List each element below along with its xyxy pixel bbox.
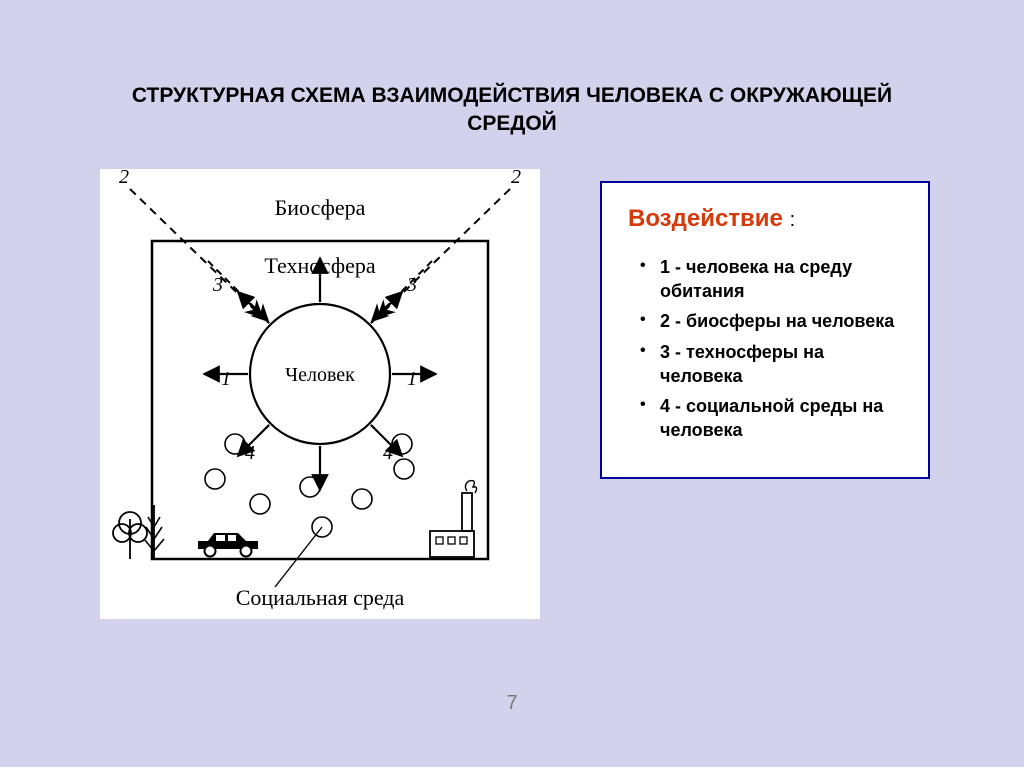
- svg-text:3: 3: [406, 274, 417, 296]
- page-title: СТРУКТУРНАЯ СХЕМА ВЗАИМОДЕЙСТВИЯ ЧЕЛОВЕК…: [0, 0, 1024, 139]
- legend-panel: Воздействие : 1 - человека на среду обит…: [600, 181, 930, 479]
- legend-title: Воздействие :: [628, 205, 902, 233]
- svg-text:1: 1: [407, 368, 417, 390]
- legend-title-text: Воздействие: [628, 205, 783, 232]
- legend-item: 3 - техносферы на человека: [646, 340, 902, 389]
- svg-text:Человек: Человек: [285, 364, 355, 386]
- legend-item: 1 - человека на среду обитания: [646, 255, 902, 304]
- svg-text:3: 3: [212, 274, 223, 296]
- svg-text:Биосфера: Биосфера: [275, 195, 366, 220]
- page-number: 7: [0, 692, 1024, 715]
- legend-item: 4 - социальной среды на человека: [646, 394, 902, 443]
- svg-text:2: 2: [119, 169, 129, 188]
- svg-text:Социальная среда: Социальная среда: [236, 585, 405, 610]
- svg-text:2: 2: [511, 169, 521, 188]
- svg-text:4: 4: [245, 442, 255, 464]
- content-row: БиосфераТехносфераСоциальная средаЧелове…: [0, 139, 1024, 619]
- legend-colon: :: [790, 209, 796, 231]
- svg-text:1: 1: [221, 368, 231, 390]
- legend-list: 1 - человека на среду обитания 2 - биосф…: [628, 255, 902, 443]
- structural-diagram: БиосфераТехносфераСоциальная средаЧелове…: [100, 169, 540, 619]
- legend-item: 2 - биосферы на человека: [646, 309, 902, 333]
